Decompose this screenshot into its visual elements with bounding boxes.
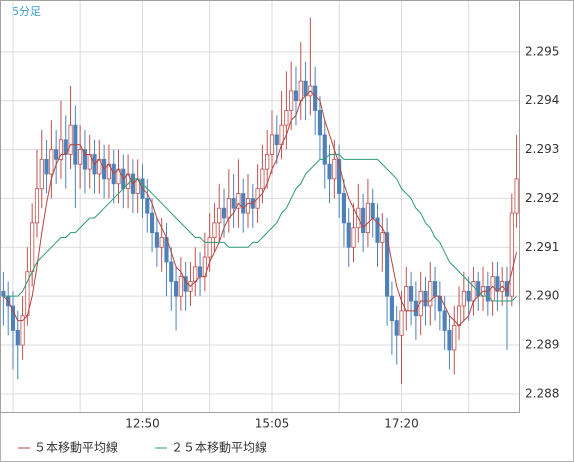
candle-body bbox=[159, 237, 164, 248]
candle-body bbox=[154, 232, 159, 248]
legend-label: ２５本移動平均線 bbox=[171, 440, 267, 455]
candle-body bbox=[370, 202, 375, 219]
candle-body bbox=[241, 193, 246, 214]
candle-body bbox=[313, 85, 318, 111]
candle-body bbox=[409, 286, 414, 302]
candle-body bbox=[461, 290, 466, 307]
candle-body bbox=[226, 198, 231, 219]
y-tick-label: 2.294 bbox=[525, 93, 559, 107]
candle-body bbox=[504, 281, 510, 297]
candle-body bbox=[509, 212, 514, 297]
candle-body bbox=[217, 207, 222, 224]
y-tick-label: 2.295 bbox=[525, 44, 559, 58]
y-tick-label: 2.289 bbox=[525, 338, 559, 352]
candle-body bbox=[183, 276, 188, 292]
candle-body bbox=[322, 134, 327, 165]
candle-body bbox=[193, 266, 198, 282]
candle-body bbox=[274, 134, 279, 146]
candle-body bbox=[404, 286, 409, 312]
candle-body bbox=[178, 276, 183, 297]
candle-body bbox=[303, 80, 308, 97]
candle-body bbox=[317, 110, 323, 136]
y-tick-label: 2.291 bbox=[525, 240, 559, 254]
candle-body bbox=[332, 158, 337, 180]
legend-label: ５本移動平均線 bbox=[34, 440, 118, 455]
candle-body bbox=[389, 295, 394, 322]
candle-body bbox=[346, 222, 351, 248]
candle-body bbox=[423, 290, 428, 307]
candle-body bbox=[265, 154, 270, 170]
candle-body bbox=[260, 168, 265, 190]
candle-body bbox=[221, 207, 227, 219]
candle-body bbox=[341, 193, 347, 224]
candle-body bbox=[490, 276, 495, 302]
candle-body bbox=[20, 315, 25, 346]
candle-body bbox=[34, 188, 40, 224]
candle-body bbox=[15, 329, 20, 346]
plot-area bbox=[0, 0, 520, 413]
candle-body bbox=[432, 281, 438, 297]
candle-body bbox=[495, 276, 500, 292]
candle-body bbox=[442, 310, 447, 331]
candle-body bbox=[269, 134, 275, 155]
candle-body bbox=[145, 198, 150, 214]
candle-body bbox=[212, 222, 217, 238]
chart-title: 5分足 bbox=[12, 5, 41, 18]
candle-body bbox=[39, 158, 44, 190]
candle-body bbox=[456, 305, 462, 326]
candle-body bbox=[231, 198, 236, 209]
candle-body bbox=[365, 202, 370, 234]
candle-body bbox=[514, 178, 519, 214]
candle-body bbox=[476, 281, 481, 297]
candle-body bbox=[284, 110, 289, 126]
candle-body bbox=[337, 158, 342, 194]
candle-body bbox=[428, 281, 433, 307]
candle-body bbox=[82, 149, 88, 170]
candle-body bbox=[54, 149, 59, 160]
candle-body bbox=[375, 217, 380, 243]
candle-body bbox=[10, 305, 16, 331]
candle-body bbox=[327, 163, 332, 180]
x-tick-label: 15:05 bbox=[255, 417, 290, 431]
candle-body bbox=[78, 149, 83, 165]
candle-body bbox=[399, 310, 404, 336]
candle-body bbox=[447, 329, 452, 351]
candle-body bbox=[197, 266, 203, 278]
candle-body bbox=[293, 90, 299, 102]
y-tick-label: 2.293 bbox=[525, 142, 559, 156]
ma-line bbox=[3, 90, 518, 327]
candle-body bbox=[351, 227, 356, 248]
candle-body bbox=[68, 124, 73, 155]
candle-body bbox=[207, 237, 212, 258]
candle-body bbox=[298, 80, 303, 102]
candle-body bbox=[1, 290, 6, 297]
y-tick-label: 2.290 bbox=[525, 289, 559, 303]
candle-body bbox=[361, 207, 366, 234]
candle-body bbox=[44, 158, 49, 175]
x-tick-label: 17:20 bbox=[384, 417, 419, 431]
y-tick-label: 2.292 bbox=[525, 191, 559, 205]
candle-body bbox=[169, 261, 174, 282]
candle-body bbox=[245, 198, 251, 214]
ma-line bbox=[3, 153, 517, 302]
candle-body bbox=[466, 290, 471, 302]
candle-body bbox=[385, 232, 390, 297]
candle-body bbox=[236, 193, 241, 209]
candle-body bbox=[394, 320, 399, 336]
candle-body bbox=[49, 149, 54, 175]
candle-body bbox=[289, 90, 294, 111]
candle-body bbox=[30, 222, 35, 273]
candle-body bbox=[150, 212, 155, 234]
y-tick-label: 2.288 bbox=[525, 386, 559, 400]
candle-body bbox=[173, 281, 179, 297]
x-tick-label: 12:50 bbox=[125, 417, 160, 431]
candle-body bbox=[380, 232, 385, 243]
candle-body bbox=[58, 139, 64, 160]
candle-body bbox=[452, 325, 457, 351]
candle-body bbox=[471, 281, 476, 302]
candle-body bbox=[485, 286, 490, 302]
